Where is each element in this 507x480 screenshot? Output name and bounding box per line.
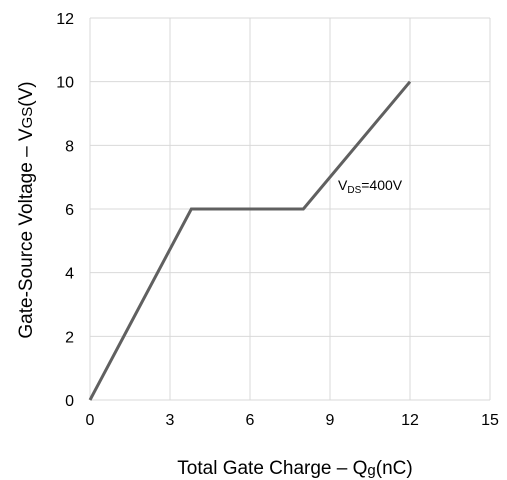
y-tick-label: 6 (65, 202, 74, 219)
x-axis-title-main: Total Gate Charge – Q (177, 458, 367, 479)
series-lines (88, 80, 412, 401)
y-tick-label: 10 (56, 75, 74, 92)
y-tick-label: 8 (65, 138, 74, 155)
y-axis-title-unit: (V) (16, 81, 37, 106)
x-axis-title-unit: (nC) (376, 458, 413, 479)
x-tick-label: 0 (86, 412, 95, 429)
y-axis-title-sub: GS (19, 107, 36, 129)
tick-labels: 0 3 6 9 12 15 0 2 4 6 8 10 12 (56, 11, 499, 429)
annotation-sub: DS (347, 185, 361, 196)
x-tick-label: 12 (401, 412, 419, 429)
y-axis-title-main: Gate-Source Voltage – V (16, 128, 37, 339)
y-tick-label: 4 (65, 266, 74, 283)
y-axis-title: Gate-Source Voltage – VGS(V) (16, 81, 37, 338)
vds-annotation: VDS=400V (338, 177, 403, 196)
x-axis-title: Total Gate Charge – Qg(nC) (177, 458, 412, 479)
x-tick-label: 6 (246, 412, 255, 429)
annotation-rest: =400V (361, 177, 403, 193)
x-tick-label: 9 (326, 412, 335, 429)
y-tick-label: 0 (65, 393, 74, 410)
x-tick-label: 3 (166, 412, 175, 429)
x-tick-label: 15 (481, 412, 499, 429)
series-line (88, 80, 412, 401)
annotation-main: V (338, 177, 348, 193)
x-axis-title-sub: g (367, 462, 375, 479)
grid-lines (89, 17, 491, 401)
y-tick-label: 2 (65, 329, 74, 346)
y-tick-label: 12 (56, 11, 74, 28)
